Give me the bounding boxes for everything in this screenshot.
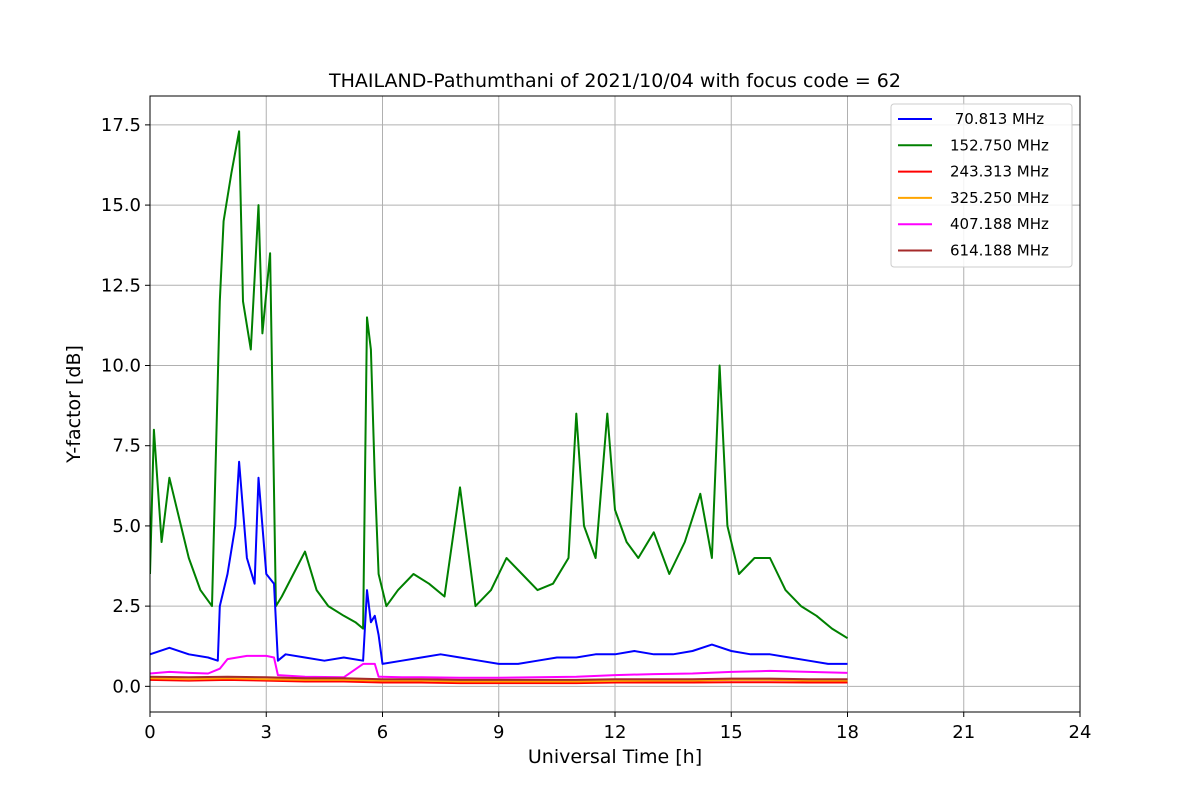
legend: 70.813 MHz 152.750 MHz 243.313 MHz 325.250 …: [890, 103, 1073, 268]
y-tick-label: 0.0: [112, 676, 141, 697]
y-axis-label: Y-factor [dB]: [63, 345, 85, 464]
x-tick-label: 9: [493, 722, 504, 743]
legend-label: 614.188 MHz: [950, 242, 1049, 260]
x-tick-label: 3: [261, 722, 272, 743]
x-axis: 0 3 6 9 12 15 18 21 24: [144, 712, 1091, 743]
legend-box: [890, 103, 1073, 268]
series-layer: [150, 130, 849, 685]
x-tick-label: 12: [604, 722, 627, 743]
legend-label: 152.750 MHz: [950, 136, 1049, 154]
x-tick-label: 6: [377, 722, 388, 743]
y-tick-label: 15.0: [101, 195, 141, 216]
series-line-243-313-mhz: [150, 678, 848, 685]
y-tick-label: 10.0: [101, 356, 141, 377]
x-tick-label: 18: [836, 722, 859, 743]
series-line-325-250-mhz: [150, 677, 848, 683]
x-axis-label: Universal Time [h]: [528, 746, 702, 768]
legend-label: 325.250 MHz: [950, 189, 1049, 207]
legend-label: 243.313 MHz: [950, 163, 1049, 181]
x-tick-label: 15: [720, 722, 743, 743]
chart-title: THAILAND-Pathumthani of 2021/10/04 with …: [328, 70, 901, 92]
x-tick-label: 24: [1069, 722, 1092, 743]
y-tick-label: 7.5: [112, 436, 141, 457]
legend-label: 407.188 MHz: [950, 215, 1049, 233]
legend-label: 70.813 MHz: [950, 110, 1044, 128]
y-axis: 0.0 2.5 5.0 7.5 10.0 12.5 15.0 17.5: [101, 115, 150, 697]
series-line-70-813-mhz: [150, 460, 848, 665]
plot-area: [150, 130, 849, 685]
x-tick-label: 21: [952, 722, 975, 743]
y-tick-label: 17.5: [101, 115, 141, 136]
series-line-152-750-mhz: [150, 130, 849, 640]
y-tick-label: 12.5: [101, 275, 141, 296]
series-line-614-188-mhz: [150, 675, 848, 681]
grid: [149, 96, 1081, 712]
y-tick-label: 2.5: [112, 596, 141, 617]
y-tick-label: 5.0: [112, 516, 141, 537]
x-tick-label: 0: [144, 722, 155, 743]
series-line-407-188-mhz: [150, 654, 848, 679]
legend-entries: 70.813 MHz 152.750 MHz 243.313 MHz 325.250 …: [898, 110, 1049, 260]
